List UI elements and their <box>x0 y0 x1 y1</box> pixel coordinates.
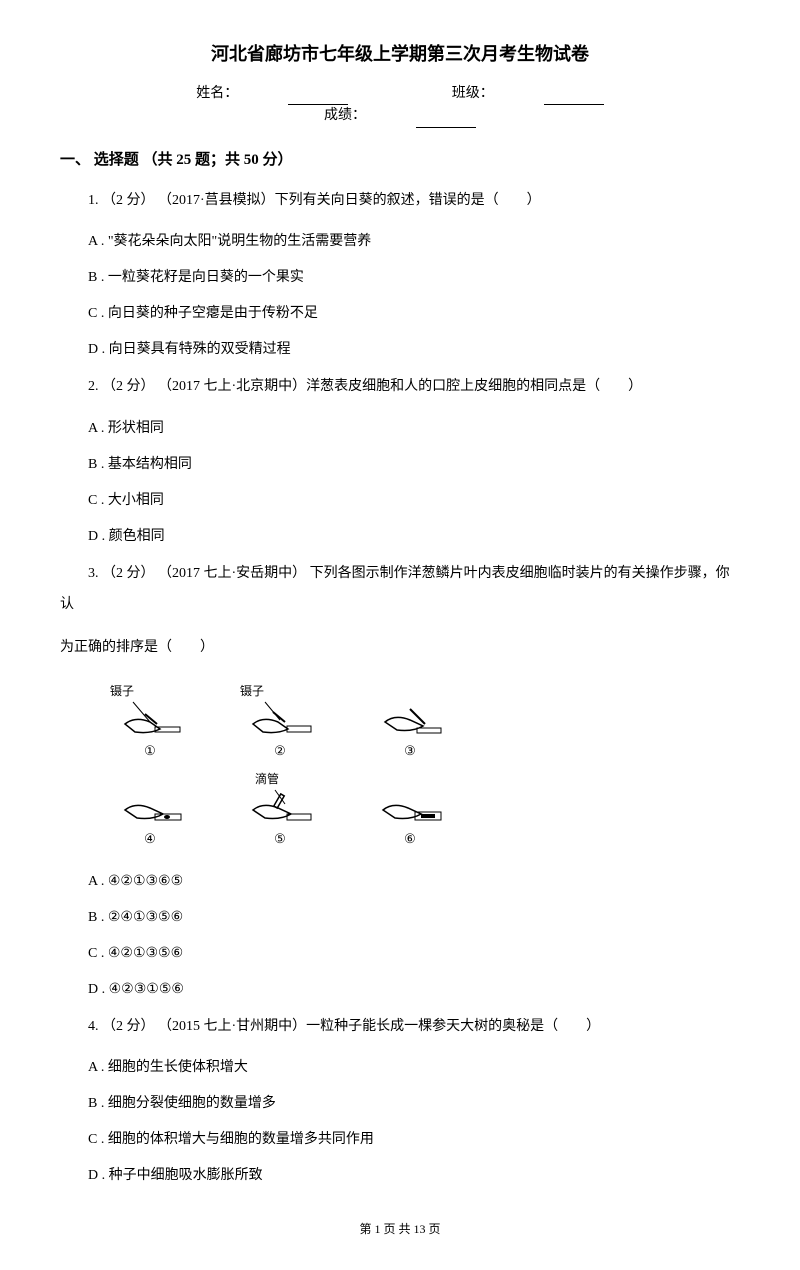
student-info-row: 姓名： 班级： 成绩： <box>60 83 740 128</box>
exam-title: 河北省廊坊市七年级上学期第三次月考生物试卷 <box>60 40 740 69</box>
diagram-num-1: ① <box>144 741 156 762</box>
hand-icon-6 <box>375 782 445 827</box>
hand-icon-4 <box>115 782 185 827</box>
diagram-num-2: ② <box>274 741 286 762</box>
page-footer: 第 1 页 共 13 页 <box>60 1220 740 1239</box>
diagram-step-1: 镊子 ① <box>100 682 200 762</box>
section-1-header: 一、 选择题 （共 25 题；共 50 分） <box>60 148 740 172</box>
q3-stem-line1: 3. （2 分） （2017 七上·安岳期中） 下列各图示制作洋葱鳞片叶内表皮细… <box>60 559 740 621</box>
q2-option-d: D . 颜色相同 <box>60 523 740 551</box>
diagram-step-3: ③ <box>360 682 460 762</box>
q3-option-c: C . ④②①③⑤⑥ <box>60 940 740 968</box>
q4-option-c: C . 细胞的体积增大与细胞的数量增多共同作用 <box>60 1126 740 1154</box>
diagram-num-3: ③ <box>404 741 416 762</box>
q2-option-a: A . 形状相同 <box>60 415 740 443</box>
hand-icon-2 <box>245 694 315 739</box>
diagram-num-5: ⑤ <box>274 829 286 850</box>
q3-option-b: B . ②④①③⑤⑥ <box>60 904 740 932</box>
q2-option-b: B . 基本结构相同 <box>60 451 740 479</box>
diagram-step-4: ④ <box>100 770 200 850</box>
diagram-step-6: ⑥ <box>360 770 460 850</box>
q1-option-d: D . 向日葵具有特殊的双受精过程 <box>60 336 740 364</box>
q1-option-c: C . 向日葵的种子空瘪是由于传粉不足 <box>60 300 740 328</box>
diagram-step-2: 镊子 ② <box>230 682 330 762</box>
q2-stem: 2. （2 分） （2017 七上·北京期中）洋葱表皮细胞和人的口腔上皮细胞的相… <box>60 372 740 403</box>
q4-option-b: B . 细胞分裂使细胞的数量增多 <box>60 1090 740 1118</box>
q1-option-b: B . 一粒葵花籽是向日葵的一个果实 <box>60 264 740 292</box>
class-field: 班级： <box>427 83 629 105</box>
q3-option-a: A . ④②①③⑥⑤ <box>60 868 740 896</box>
name-field: 姓名： <box>171 83 373 105</box>
q3-option-d: D . ④②③①⑤⑥ <box>60 976 740 1004</box>
hand-icon-1 <box>115 694 185 739</box>
q4-option-d: D . 种子中细胞吸水膨胀所致 <box>60 1162 740 1190</box>
q2-option-c: C . 大小相同 <box>60 487 740 515</box>
diagram-num-6: ⑥ <box>404 829 416 850</box>
q3-stem-line2: 为正确的排序是（ ） <box>60 633 740 664</box>
q3-diagram: 镊子 ① 镊子 ② ③ <box>100 682 460 850</box>
q1-option-a: A . "葵花朵朵向太阳"说明生物的生活需要营养 <box>60 228 740 256</box>
hand-icon-5 <box>245 782 315 827</box>
diagram-num-4: ④ <box>144 829 156 850</box>
hand-icon-3 <box>375 694 445 739</box>
diagram-step-5: 滴管 ⑤ <box>230 770 330 850</box>
q4-stem: 4. （2 分） （2015 七上·甘州期中）一粒种子能长成一棵参天大树的奥秘是… <box>60 1012 740 1043</box>
score-field: 成绩： <box>299 105 501 127</box>
q1-stem: 1. （2 分） （2017·莒县模拟）下列有关向日葵的叙述，错误的是（ ） <box>60 186 740 217</box>
q4-option-a: A . 细胞的生长使体积增大 <box>60 1054 740 1082</box>
